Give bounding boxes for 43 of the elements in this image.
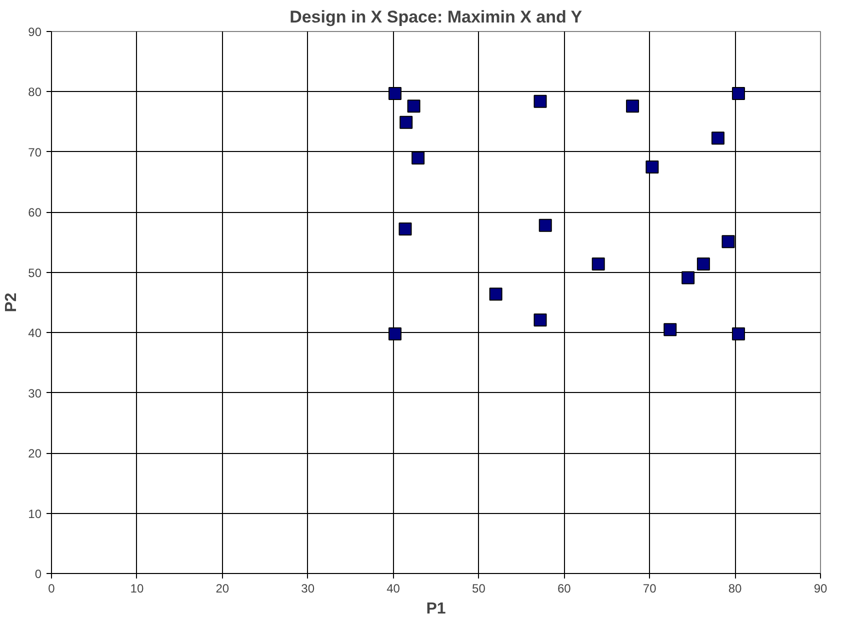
point bbox=[412, 151, 425, 164]
y-tick-label: 80 bbox=[28, 85, 42, 100]
y-tick-label: 70 bbox=[28, 145, 42, 160]
x-tick-label: 50 bbox=[472, 582, 486, 596]
point bbox=[388, 87, 402, 100]
point bbox=[534, 313, 547, 326]
y-tick-label: 10 bbox=[28, 506, 42, 521]
y-tick-label: 30 bbox=[28, 386, 42, 400]
x-tick-label: 60 bbox=[557, 582, 572, 596]
point bbox=[534, 94, 547, 108]
point bbox=[722, 235, 735, 248]
point bbox=[732, 87, 745, 100]
x-tick-label: 0 bbox=[48, 582, 56, 596]
point bbox=[696, 257, 710, 270]
point bbox=[646, 160, 659, 174]
y-tick-label: 60 bbox=[28, 206, 42, 220]
y-tick-label: 50 bbox=[28, 266, 42, 280]
y-axis-title: P2 bbox=[3, 292, 20, 312]
y-tick-label: 90 bbox=[28, 25, 42, 39]
x-tick-label: 10 bbox=[130, 582, 144, 596]
point bbox=[732, 327, 745, 340]
point bbox=[388, 327, 402, 340]
point bbox=[407, 100, 420, 113]
x-tick-label: 90 bbox=[814, 582, 828, 596]
point bbox=[489, 288, 502, 301]
point bbox=[626, 100, 640, 113]
chart-title: Design in X Space: Maximin X and Y bbox=[290, 8, 583, 26]
point bbox=[398, 222, 412, 236]
y-tick-label: 40 bbox=[28, 326, 42, 340]
x-tick-label: 20 bbox=[216, 582, 230, 596]
x-tick-label: 30 bbox=[301, 582, 315, 596]
x-axis-title: P1 bbox=[426, 600, 446, 618]
point bbox=[538, 218, 552, 232]
x-tick-label: 40 bbox=[386, 582, 400, 596]
y-tick-label: 0 bbox=[34, 567, 42, 581]
point bbox=[592, 257, 605, 270]
x-tick-label: 70 bbox=[642, 582, 657, 596]
point bbox=[711, 132, 724, 145]
x-tick-label: 80 bbox=[728, 582, 742, 596]
point bbox=[664, 323, 677, 336]
y-tick-label: 20 bbox=[28, 446, 42, 461]
point bbox=[400, 116, 413, 129]
point bbox=[682, 271, 695, 284]
